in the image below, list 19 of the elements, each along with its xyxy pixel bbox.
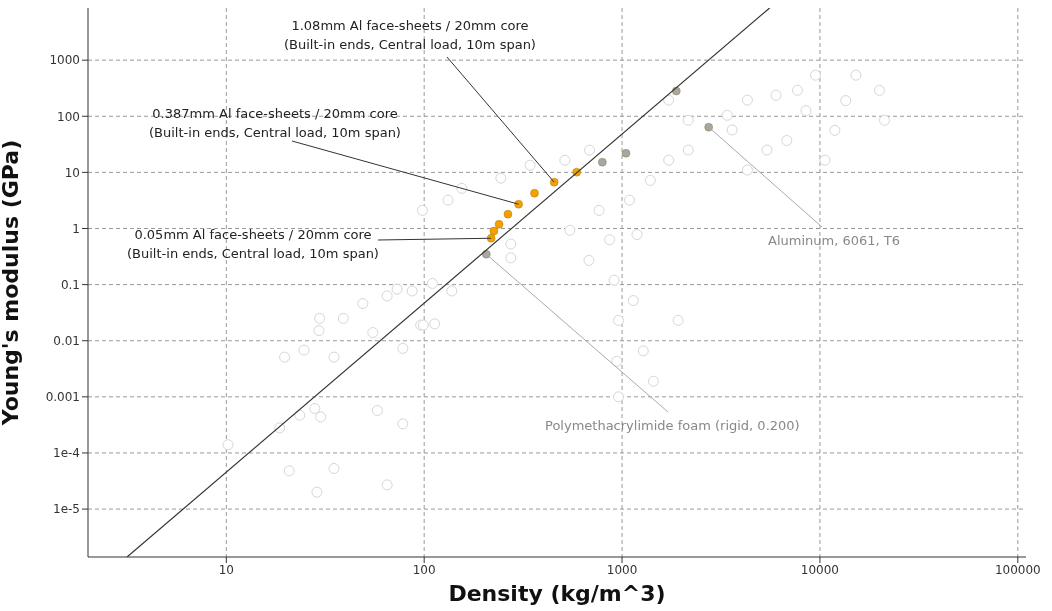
- y-axis-title: Young's modulus (GPa): [0, 139, 23, 427]
- y-tick-label: 10: [64, 165, 80, 180]
- x-tick-label: 100000: [994, 562, 1041, 577]
- y-tick-label: 1e-4: [53, 446, 80, 461]
- y-tick-label: 0.01: [53, 334, 80, 348]
- y-tick-label: 0.001: [45, 390, 80, 405]
- annotation: Polymethacrylimide foam (rigid, 0.200): [545, 417, 801, 435]
- x-tick-label: 1000: [606, 562, 638, 577]
- x-axis-title: Density (kg/m^3): [448, 581, 666, 606]
- y-tick-label: 1: [72, 221, 80, 236]
- y-tick-label: 1e-5: [53, 502, 80, 517]
- annotation: 1.08mm Al face-sheets / 20mm core (Built-in ends, Central load, 10m span): [283, 17, 537, 54]
- x-tick-label: 10: [218, 562, 234, 577]
- y-tick-label: 100: [57, 109, 80, 124]
- x-tick-label: 100: [412, 562, 436, 577]
- y-tick-label: 0.1: [60, 277, 80, 292]
- x-tick-label: 10000: [800, 562, 840, 577]
- annotation: Aluminum, 6061, T6: [768, 232, 901, 250]
- y-tick-label: 1000: [49, 53, 80, 68]
